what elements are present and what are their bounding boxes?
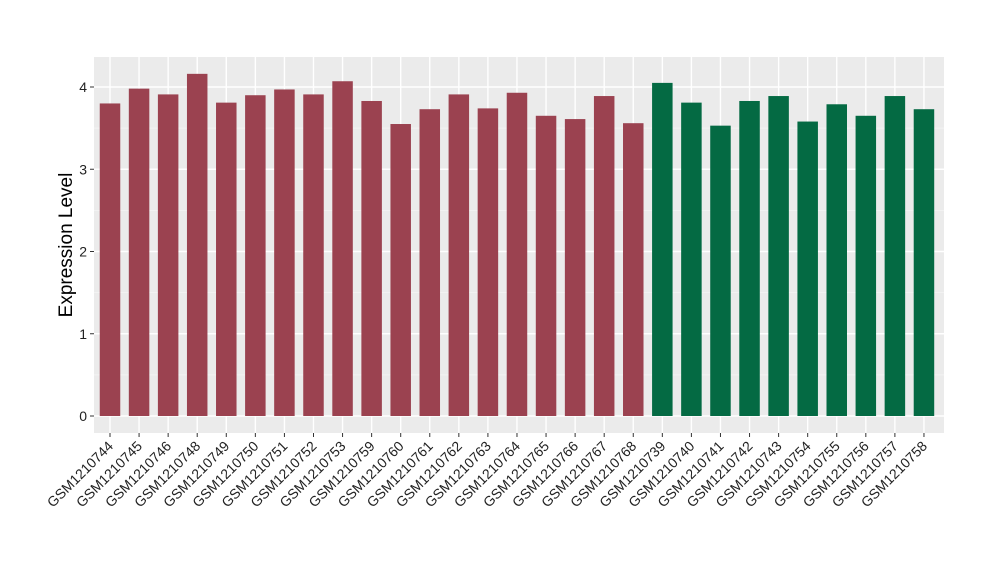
bar <box>99 103 121 416</box>
bar <box>186 73 208 416</box>
y-tick-label: 0 <box>79 408 87 424</box>
x-axis: GSM1210744GSM1210745GSM1210746GSM1210748… <box>44 433 930 510</box>
bars <box>99 73 935 417</box>
bar <box>884 96 906 417</box>
y-axis-title: Expression Level <box>56 173 77 318</box>
bar <box>216 102 237 416</box>
bar <box>390 124 411 416</box>
y-tick-label: 3 <box>79 161 87 177</box>
bar <box>739 100 760 417</box>
bar <box>303 94 324 416</box>
bar <box>681 102 702 416</box>
bar <box>128 88 150 417</box>
bar <box>506 92 528 416</box>
bar <box>448 94 470 416</box>
y-tick-label: 2 <box>79 244 87 260</box>
bar <box>245 95 266 416</box>
bar <box>710 125 731 416</box>
bar <box>855 115 877 416</box>
bar <box>623 123 644 416</box>
bar <box>913 109 935 417</box>
bar <box>419 109 441 417</box>
y-axis: 0 1 2 3 4 <box>79 79 94 424</box>
y-tick-label: 4 <box>79 79 87 95</box>
bar <box>274 89 295 416</box>
bar <box>652 82 673 416</box>
y-tick-label: 1 <box>79 326 87 342</box>
bar <box>826 104 847 417</box>
bar <box>768 96 789 417</box>
bar <box>361 100 382 417</box>
bar <box>564 119 586 416</box>
bar <box>797 121 818 417</box>
bar <box>332 81 353 417</box>
bar <box>157 94 179 416</box>
bar <box>535 115 557 416</box>
bar <box>477 108 499 416</box>
bar <box>593 96 615 417</box>
